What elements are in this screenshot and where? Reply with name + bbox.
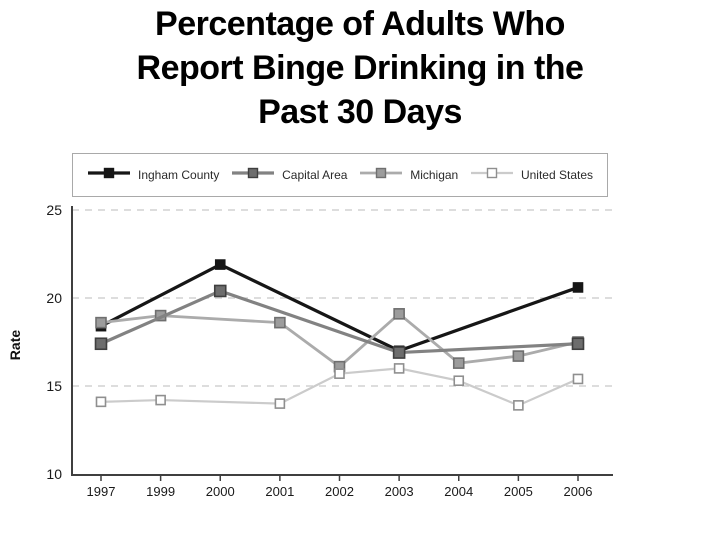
chart-legend: Ingham County Capital Area Michigan Unit… bbox=[72, 153, 608, 197]
line-marker-icon bbox=[231, 166, 275, 185]
series-line-ingham-county bbox=[100, 262, 579, 353]
data-point-marker bbox=[513, 400, 524, 411]
data-point-marker bbox=[571, 337, 585, 351]
x-tick-label: 2006 bbox=[564, 484, 593, 499]
series-line-michigan bbox=[100, 311, 579, 369]
legend-item-ingham-county: Ingham County bbox=[87, 166, 219, 185]
y-tick-label: 15 bbox=[46, 378, 62, 394]
legend-item-united-states: United States bbox=[470, 166, 593, 185]
x-tick-label: 2004 bbox=[444, 484, 473, 499]
x-tick-label: 2001 bbox=[265, 484, 294, 499]
data-point-marker bbox=[334, 368, 345, 379]
y-axis-title: Rate bbox=[7, 330, 23, 361]
line-marker-icon bbox=[470, 166, 514, 185]
series-line-capital-area bbox=[100, 289, 579, 355]
data-point-marker bbox=[453, 375, 465, 387]
line-marker-icon bbox=[359, 166, 403, 185]
data-point-marker bbox=[572, 373, 584, 385]
chart-title-line-3: Past 30 Days bbox=[258, 93, 462, 131]
line-marker-icon bbox=[87, 166, 131, 185]
legend-label: United States bbox=[520, 168, 593, 182]
x-tick-label: 2005 bbox=[504, 484, 533, 499]
chart-title-line-2: Report Binge Drinking in the bbox=[136, 49, 584, 87]
y-tick-label: 10 bbox=[46, 466, 62, 482]
data-point-marker bbox=[95, 316, 107, 329]
data-point-marker bbox=[452, 357, 465, 369]
x-tick-label: 2003 bbox=[385, 484, 414, 499]
legend-label: Michigan bbox=[410, 168, 459, 182]
data-point-marker bbox=[393, 308, 405, 320]
data-point-marker bbox=[393, 363, 405, 374]
data-point-marker bbox=[274, 398, 286, 409]
data-point-marker bbox=[213, 284, 227, 298]
data-point-marker bbox=[155, 394, 166, 406]
data-point-marker bbox=[214, 259, 226, 270]
legend-item-capital-area: Capital Area bbox=[231, 166, 347, 185]
legend-label: Capital Area bbox=[282, 168, 348, 182]
data-point-marker bbox=[572, 282, 584, 293]
chart-title: Percentage of Adults Who Report Binge Dr… bbox=[0, 2, 720, 134]
axis-lines bbox=[71, 206, 613, 476]
x-tick-label: 2002 bbox=[325, 484, 354, 499]
x-tick-label: 1997 bbox=[87, 484, 116, 499]
legend-label: Ingham County bbox=[138, 168, 220, 182]
x-tick-label: 1999 bbox=[146, 484, 175, 499]
data-point-marker bbox=[94, 337, 108, 351]
data-point-marker bbox=[392, 346, 406, 359]
data-point-marker bbox=[512, 350, 525, 362]
y-tick-label: 20 bbox=[46, 290, 62, 306]
data-point-marker bbox=[95, 396, 107, 408]
legend-item-michigan: Michigan bbox=[359, 166, 458, 185]
data-point-marker bbox=[274, 316, 286, 329]
x-tick-label: 2000 bbox=[206, 484, 235, 499]
series-line-united-states bbox=[100, 367, 579, 407]
y-tick-label: 25 bbox=[46, 202, 62, 218]
chart-title-line-1: Percentage of Adults Who bbox=[155, 5, 565, 43]
